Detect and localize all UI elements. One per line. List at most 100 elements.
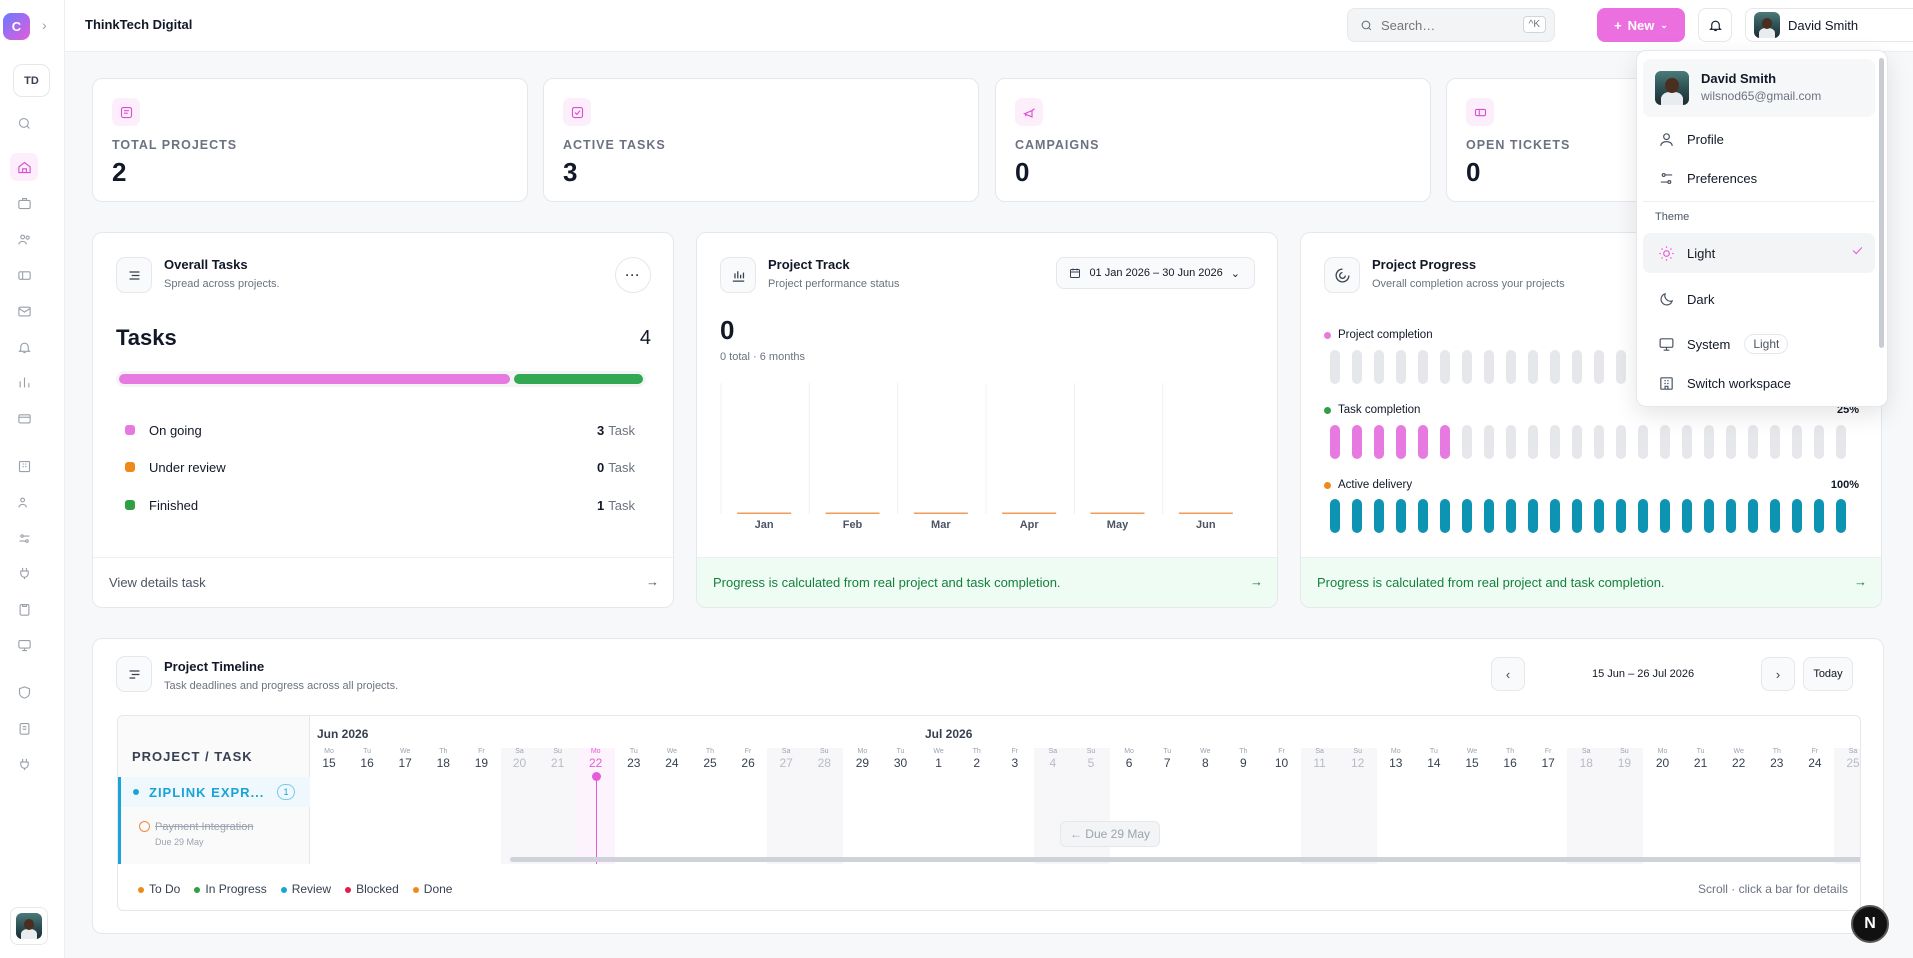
theme-light-option[interactable]: Light	[1643, 233, 1875, 273]
progress-pill	[1440, 350, 1450, 384]
search-box[interactable]: ^K	[1347, 8, 1555, 42]
progress-pill	[1726, 499, 1736, 533]
progress-row-label: Active delivery	[1324, 479, 1412, 491]
search-icon	[1361, 20, 1372, 30]
progress-pill	[1638, 425, 1648, 459]
stat-value: 0	[1466, 157, 1481, 187]
day-header: Su 12	[1351, 748, 1365, 770]
users-icon[interactable]	[14, 229, 34, 249]
sidebar: C › TD	[0, 0, 65, 958]
task-row[interactable]: Payment Integration Due 29 May	[118, 807, 310, 864]
progress-pill	[1528, 499, 1538, 533]
menu-item-switch-workspace[interactable]: Switch workspace	[1643, 365, 1875, 401]
date-range-picker[interactable]: 01 Jan 2026 – 30 Jun 2026 ⌄	[1056, 257, 1255, 289]
view-details-link[interactable]: View details task →	[93, 557, 673, 607]
day-header: We 24	[665, 748, 679, 770]
legend-blocked: Blocked	[345, 882, 399, 896]
bar-chart-icon[interactable]	[14, 372, 34, 392]
project-track-panel: Project Track Project performance status…	[696, 232, 1278, 608]
panel-subtitle: Project performance status	[768, 278, 900, 290]
day-column-shade	[538, 748, 577, 864]
day-column-shade	[1605, 748, 1644, 864]
due-indicator[interactable]: ← Due 29 May	[1060, 821, 1160, 847]
sidebar-toggle-chevron-icon[interactable]: ›	[42, 17, 47, 33]
monitor-icon[interactable]	[14, 635, 34, 655]
chart-bar	[913, 512, 968, 514]
progress-row-pct: 25%	[1836, 404, 1859, 416]
day-header: We 15	[1465, 748, 1479, 770]
progress-pill	[1572, 425, 1582, 459]
notifications-button[interactable]	[1698, 8, 1732, 42]
today-button[interactable]: Today	[1803, 657, 1853, 691]
day-header: We 8	[1200, 748, 1211, 770]
day-header: Fr 19	[474, 748, 489, 770]
track-subtext: 0 total · 6 months	[720, 351, 805, 363]
assistant-fab-button[interactable]: N	[1851, 905, 1889, 943]
chevron-left-icon: ‹	[1505, 666, 1511, 682]
stat-card-active-tasks[interactable]: ACTIVE TASKS 3	[543, 78, 979, 202]
bell-icon[interactable]	[14, 337, 34, 357]
new-button[interactable]: + New ⌄	[1597, 8, 1685, 42]
day-header: We 17	[398, 748, 412, 770]
panel-title: Project Timeline	[164, 659, 265, 674]
status-dot	[125, 500, 135, 510]
briefcase-icon[interactable]	[14, 193, 34, 213]
notes-icon[interactable]	[14, 718, 34, 738]
user-menu-button[interactable]: David Smith ⌃	[1745, 8, 1913, 42]
status-dot	[125, 462, 135, 472]
day-header: Sa 4	[1048, 748, 1058, 770]
menu-divider	[1643, 201, 1875, 202]
document-icon	[112, 98, 140, 126]
horizontal-scrollbar[interactable]	[510, 857, 1860, 862]
panel-subtitle: Task deadlines and progress across all p…	[164, 680, 399, 692]
plug-icon[interactable]	[14, 563, 34, 583]
progress-pill	[1594, 350, 1604, 384]
track-footer[interactable]: Progress is calculated from real project…	[697, 557, 1277, 607]
theme-dark-option[interactable]: Dark	[1643, 279, 1875, 319]
search-input[interactable]	[1381, 17, 1511, 33]
theme-system-option[interactable]: System Light	[1643, 324, 1875, 364]
day-column-shade	[500, 748, 539, 864]
plus-icon: +	[1614, 17, 1622, 33]
track-value: 0	[720, 315, 735, 345]
progress-pill	[1682, 499, 1692, 533]
project-row[interactable]: ZIPLINK EXPR... 1	[118, 777, 310, 807]
app-logo[interactable]: C	[3, 13, 30, 40]
clipboard-icon[interactable]	[14, 599, 34, 619]
panel-subtitle: Spread across projects.	[164, 278, 280, 290]
progress-pill	[1792, 499, 1802, 533]
stat-card-campaigns[interactable]: CAMPAIGNS 0	[995, 78, 1431, 202]
timeline-range: 15 Jun – 26 Jul 2026	[1592, 668, 1695, 680]
progress-pill	[1330, 350, 1340, 384]
system-theme-badge: Light	[1744, 334, 1789, 354]
progress-pill	[1374, 499, 1384, 533]
menu-label: System	[1687, 336, 1731, 352]
team-icon[interactable]	[14, 492, 34, 512]
more-options-button[interactable]: ···	[615, 257, 651, 293]
timeline-legend: To Do In Progress Review Blocked Done	[138, 882, 452, 896]
menu-item-profile[interactable]: Profile	[1643, 121, 1875, 157]
dropdown-scrollbar[interactable]	[1879, 58, 1884, 348]
menu-item-preferences[interactable]: Preferences	[1643, 160, 1875, 196]
search-icon[interactable]	[14, 113, 34, 133]
timeline-next-button[interactable]: ›	[1761, 657, 1795, 691]
chevron-right-icon: ›	[1775, 666, 1781, 682]
progress-footer[interactable]: Progress is calculated from real project…	[1301, 557, 1881, 607]
building-icon[interactable]	[14, 456, 34, 476]
home-icon[interactable]	[10, 153, 38, 181]
project-task-column: PROJECT / TASK ZIPLINK EXPR... 1 Payment…	[118, 716, 310, 864]
stat-card-total-projects[interactable]: TOTAL PROJECTS 2	[92, 78, 528, 202]
sidebar-user-avatar[interactable]	[10, 907, 48, 945]
sliders-icon[interactable]	[14, 528, 34, 548]
ticket-icon[interactable]	[14, 265, 34, 285]
task-due: Due 29 May	[155, 837, 204, 847]
mail-icon[interactable]	[14, 301, 34, 321]
day-header: Mo 29	[855, 748, 870, 770]
day-header: Sa 11	[1313, 748, 1326, 770]
timeline-prev-button[interactable]: ‹	[1491, 657, 1525, 691]
credit-card-icon[interactable]	[14, 408, 34, 428]
bar-chart-icon	[720, 257, 756, 293]
shield-icon[interactable]	[14, 682, 34, 702]
workspace-avatar[interactable]: TD	[13, 64, 50, 97]
integration-plug-icon[interactable]	[14, 754, 34, 774]
